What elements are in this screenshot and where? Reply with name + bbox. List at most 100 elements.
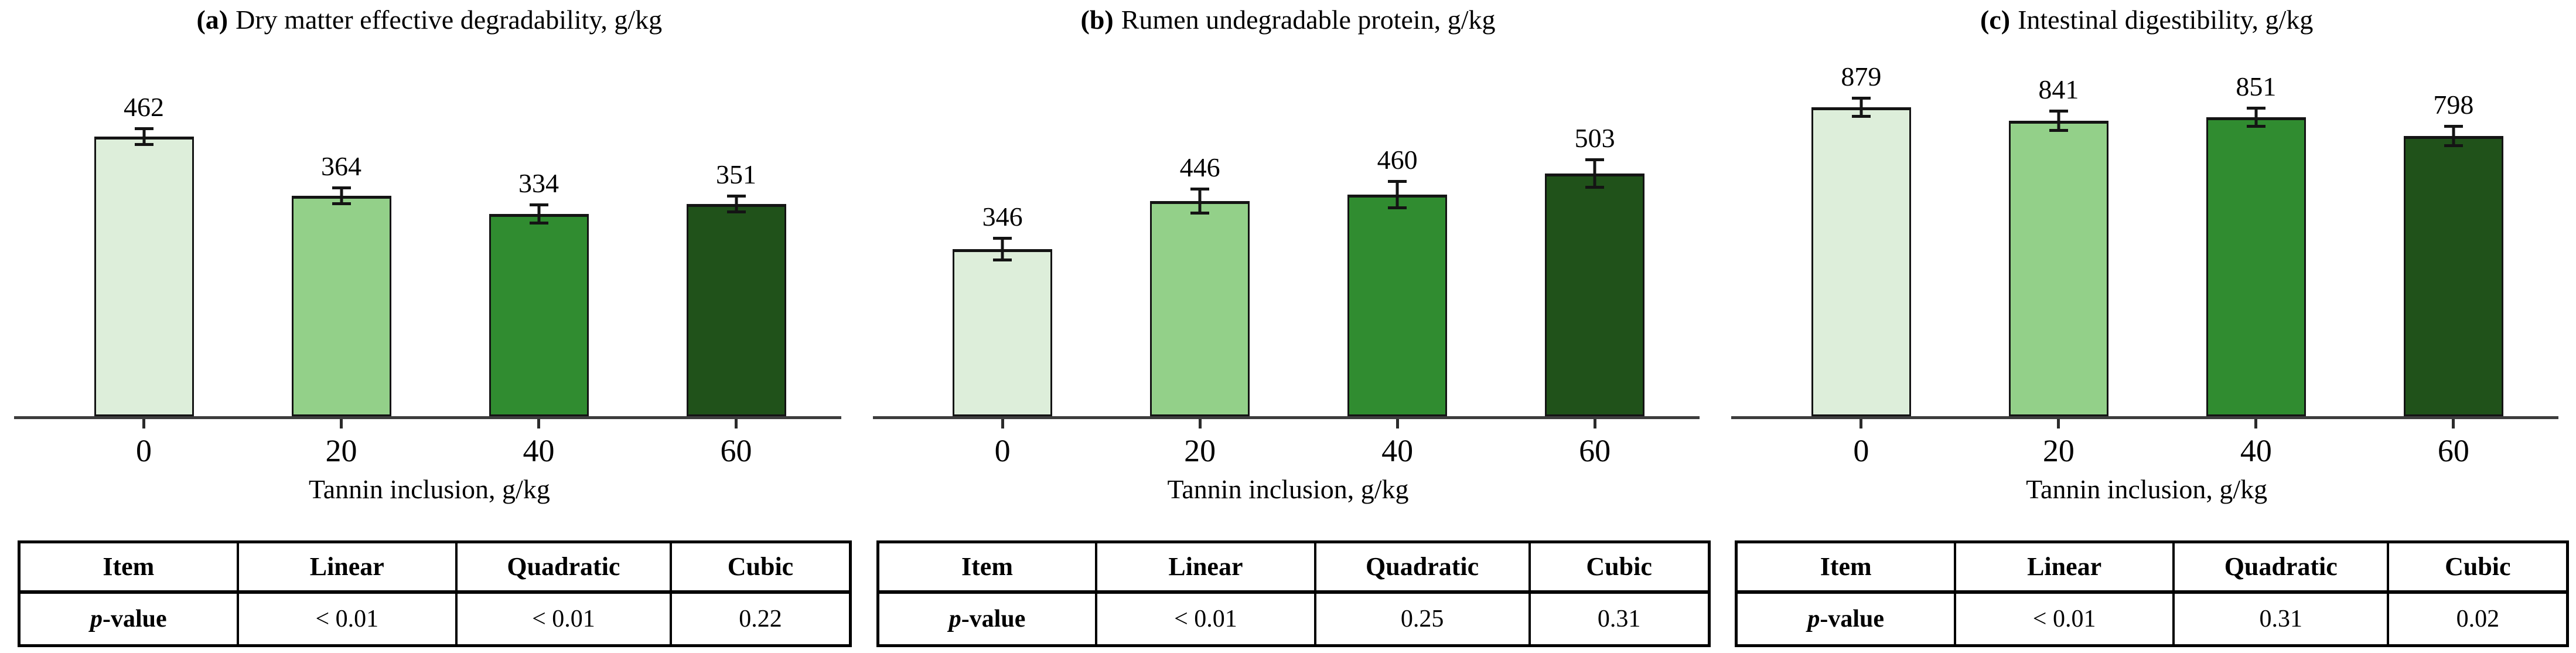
table-cell: < 0.01 — [1095, 591, 1316, 647]
table-row-label: p-value — [876, 591, 1098, 647]
x-tick-label: 20 — [2042, 433, 2075, 468]
table-header-cell: Cubic — [669, 540, 852, 594]
x-axis-ticks — [45, 419, 835, 428]
bar — [489, 214, 589, 416]
p-italic: p — [1807, 606, 1820, 632]
bar — [686, 204, 786, 416]
table-header-cell: Quadratic — [2172, 540, 2390, 594]
x-tick-label: 60 — [720, 433, 752, 468]
table-header-cell: Linear — [1954, 540, 2175, 594]
table-row-label: p-value — [1735, 591, 1957, 647]
table-data-row: p-value < 0.01 0.31 0.02 — [1735, 591, 2569, 647]
error-bar-cap-bottom — [1851, 115, 1871, 118]
x-tick-label: 60 — [2437, 433, 2469, 468]
panel-title: (c) Intestinal digestibility, g/kg — [1717, 4, 2576, 36]
bar — [2403, 136, 2503, 416]
table-header-cell: Cubic — [1528, 540, 1711, 594]
bar-value-label: 364 — [321, 151, 361, 181]
table-header-cell: Linear — [1095, 540, 1316, 594]
x-axis-ticks — [904, 419, 1694, 428]
bar-group-20: 364 — [291, 153, 391, 416]
error-bar — [1198, 189, 1202, 213]
bar — [2206, 117, 2306, 416]
table-header-row: Item Linear Quadratic Cubic — [18, 540, 852, 594]
table-cell: 0.31 — [2172, 591, 2390, 647]
bar-group-60: 503 — [1545, 125, 1645, 416]
table-cell: < 0.01 — [455, 591, 672, 647]
x-axis-tick — [1001, 419, 1004, 428]
x-axis-tick — [1396, 419, 1399, 428]
p-rest: -value — [961, 606, 1026, 632]
table-header-row: Item Linear Quadratic Cubic — [876, 540, 1711, 594]
x-axis-line — [872, 416, 1700, 419]
table-header-cell: Quadratic — [1313, 540, 1531, 594]
x-axis-title: Tannin inclusion, g/kg — [308, 474, 550, 504]
bar-value-label: 346 — [982, 202, 1023, 232]
bar — [1150, 201, 1250, 416]
x-axis-ticks — [1762, 419, 2552, 428]
bar-value-label: 351 — [716, 159, 756, 189]
x-tick-label: 20 — [325, 433, 357, 468]
table-header-cell: Quadratic — [455, 540, 672, 594]
error-bar-cap-top — [993, 237, 1012, 240]
bar-value-label: 446 — [1179, 152, 1220, 182]
stats-table: Item Linear Quadratic Cubic p-value < 0.01 < 0… — [18, 540, 852, 647]
bar-value-label: 798 — [2433, 90, 2474, 120]
p-italic: p — [90, 606, 103, 632]
table-cell: 0.31 — [1528, 591, 1711, 647]
error-bar-cap-bottom — [1585, 186, 1605, 189]
error-bar — [1001, 239, 1004, 260]
error-bar-cap-top — [332, 186, 351, 189]
table-cell: < 0.01 — [236, 591, 458, 647]
x-axis-tick — [735, 419, 738, 428]
error-bar-cap-bottom — [993, 259, 1012, 261]
bar-chart: 462 364 334 351 — [45, 35, 835, 416]
table-header-cell: Item — [876, 540, 1098, 594]
table-data-row: p-value < 0.01 < 0.01 0.22 — [18, 591, 852, 647]
x-tick-labels: 0 20 40 60 — [45, 435, 835, 467]
error-bar-cap-top — [2444, 125, 2463, 128]
bar-group-0: 462 — [94, 94, 194, 416]
x-tick-label: 0 — [1853, 433, 1869, 468]
bar-group-20: 446 — [1150, 154, 1250, 416]
error-bar-cap-top — [529, 203, 548, 206]
bar-value-label: 879 — [1841, 62, 1882, 91]
panel-title-text: Rumen undegradable protein, g/kg — [1121, 5, 1496, 35]
panel-title: (a) Dry matter effective degradability, g… — [0, 4, 859, 36]
error-bar-cap-bottom — [726, 210, 746, 213]
panel-letter: (a) — [196, 5, 228, 35]
error-bar-cap-top — [726, 195, 746, 198]
bar-group-0: 346 — [953, 203, 1053, 416]
x-axis-tick — [2452, 419, 2455, 428]
x-tick-label: 40 — [2240, 433, 2272, 468]
table-cell: 0.02 — [2387, 591, 2569, 647]
error-bar-cap-top — [1388, 180, 1407, 183]
error-bar-cap-top — [1190, 188, 1210, 191]
x-tick-label: 0 — [136, 433, 152, 468]
table-cell: 0.22 — [669, 591, 852, 647]
x-axis-line — [14, 416, 841, 419]
panel-letter: (c) — [1980, 5, 2011, 35]
bar-value-label: 503 — [1574, 123, 1615, 153]
stats-table: Item Linear Quadratic Cubic p-value < 0.01 0.3… — [1735, 540, 2570, 647]
error-bar-cap-top — [1851, 97, 1871, 100]
x-axis-tick — [2057, 419, 2060, 428]
bar-group-20: 841 — [2008, 76, 2108, 416]
x-tick-labels: 0 20 40 60 — [904, 435, 1694, 467]
x-axis-title: Tannin inclusion, g/kg — [2026, 474, 2268, 504]
bar-group-40: 460 — [1347, 147, 1448, 416]
table-header-cell: Cubic — [2387, 540, 2569, 594]
panel-letter: (b) — [1080, 5, 1114, 35]
stats-table: Item Linear Quadratic Cubic p-value < 0.01 0.2… — [876, 540, 1711, 647]
panel-b: (b) Rumen undegradable protein, g/kg 346 4… — [859, 0, 1718, 653]
bar-group-40: 851 — [2206, 73, 2306, 416]
p-rest: -value — [1820, 606, 1885, 632]
bar-value-label: 462 — [124, 92, 164, 122]
error-bar — [2057, 111, 2060, 130]
table-header-cell: Linear — [236, 540, 458, 594]
error-bar — [1593, 160, 1596, 187]
bar — [2008, 121, 2108, 416]
bar — [1347, 195, 1448, 416]
error-bar-cap-bottom — [1388, 206, 1407, 209]
panel-title-text: Dry matter effective degradability, g/kg — [236, 5, 663, 35]
